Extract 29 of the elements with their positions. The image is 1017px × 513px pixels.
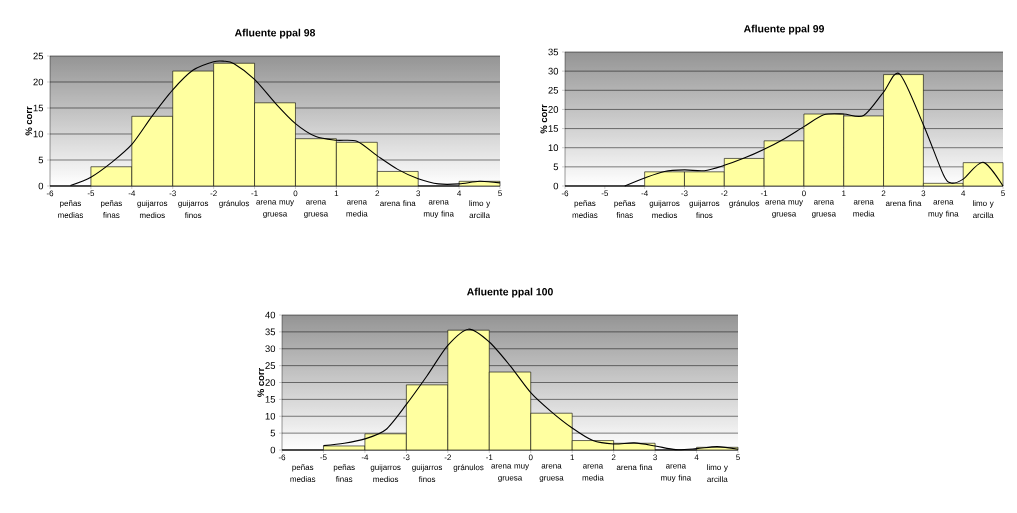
y-tick-label: 0: [38, 182, 44, 190]
y-tick-label: 5: [270, 429, 276, 437]
y-tick-label: 25: [265, 362, 276, 369]
y-tick-label: 10: [265, 412, 276, 420]
y-tick-label: 20: [33, 78, 44, 86]
y-tick-label: 15: [548, 125, 559, 132]
y-tick-label: 40: [265, 311, 276, 319]
y-tick-label: 35: [265, 328, 276, 336]
chart-title: Afluente ppal 100: [466, 287, 553, 298]
y-tick-label: 15: [33, 104, 44, 112]
y-tick-label: 35: [548, 48, 559, 56]
chart-title: Afluente ppal 99: [743, 24, 825, 35]
y-axis-title: % corr: [257, 367, 265, 397]
y-tick-label: 30: [548, 67, 559, 75]
y-tick-label: 25: [33, 52, 44, 60]
y-tick-label: 30: [265, 345, 276, 353]
chart-title: Afluente ppal 98: [234, 28, 316, 39]
y-axis-title: % corr: [540, 104, 548, 134]
y-tick-label: 5: [38, 156, 44, 164]
y-tick-label: 0: [270, 446, 276, 454]
y-tick-label: 10: [33, 130, 44, 138]
y-tick-label: 20: [548, 106, 559, 113]
y-tick-label: 10: [548, 144, 559, 152]
y-tick-label: 20: [265, 379, 276, 386]
y-tick-label: 0: [553, 182, 559, 190]
y-tick-label: 5: [553, 163, 559, 171]
y-tick-label: 25: [548, 86, 559, 94]
y-tick-label: 15: [265, 396, 276, 403]
y-axis-title: % corr: [25, 106, 33, 136]
